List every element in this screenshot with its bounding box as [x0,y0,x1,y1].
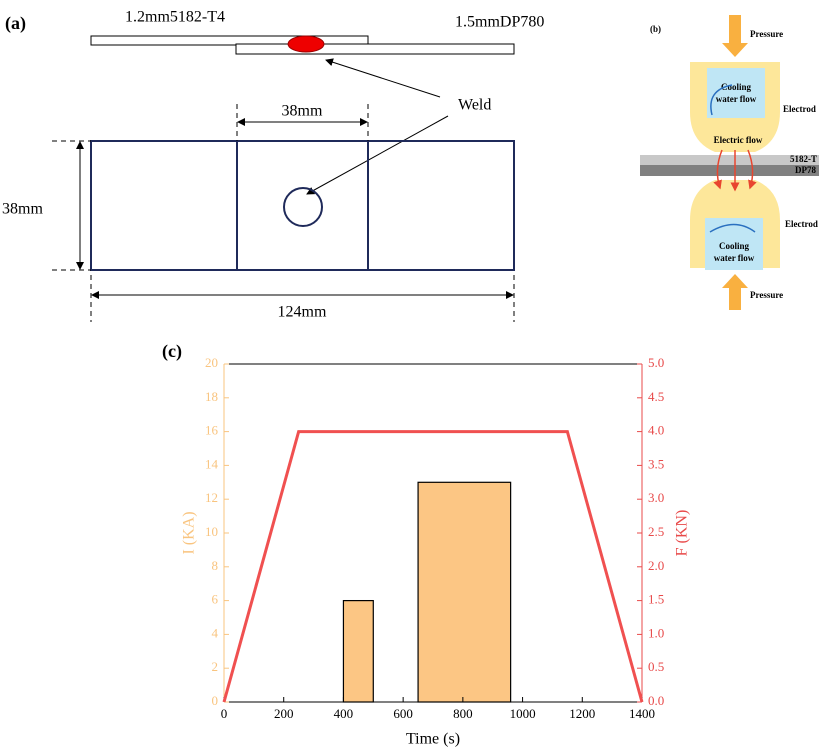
y2-tick-label: 0.5 [648,659,664,674]
electric-flow-label: Electric flow [714,135,763,145]
y-tick-label: 8 [212,558,219,573]
pressure-label: Pressure [750,29,783,39]
x-axis-label: Time (s) [406,731,460,748]
x-tick-label: 1200 [569,706,595,721]
weld-label: Weld [458,97,491,114]
diagram-b: (b) Pressure Cooling water flow Electrod… [640,15,819,310]
y2-tick-label: 3.5 [648,456,664,471]
dimension-label: 38mm [282,103,323,120]
y-tick-label: 0 [212,693,219,708]
panel-label: (b) [650,24,661,34]
y-tick-label: 12 [205,490,218,505]
y-tick-label: 6 [212,592,219,607]
dimension-label: 124mm [278,304,327,321]
diagram-a: (a) 1.2mm5182-T4 1.5mmDP780 Weld 38mm 38… [2,9,544,322]
weld-spot [284,188,322,226]
y2-tick-label: 3.0 [648,490,664,505]
pressure-arrow [722,15,748,57]
bottom-sheet [236,44,514,54]
y2-axis-label: F (KN) [674,510,691,557]
x-tick-label: 200 [274,706,294,721]
electrode-label: Electrod [785,219,818,229]
sheet [640,165,819,176]
y-tick-label: 14 [205,456,219,471]
cooling-label: water flow [714,253,755,263]
dimension-label: 38mm [2,201,43,218]
y2-tick-label: 2.0 [648,558,664,573]
x-tick-label: 1000 [510,706,536,721]
figure: (a) 1.2mm5182-T4 1.5mmDP780 Weld 38mm 38… [0,0,819,752]
y-tick-label: 4 [212,625,219,640]
cooling-label: Cooling [719,241,750,251]
electrode-label: Electrod [783,104,816,114]
sheet-label: 1.2mm5182-T4 [125,9,225,26]
cooling-label: water flow [716,94,757,104]
x-tick-label: 800 [453,706,473,721]
sheet-label: DP78 [795,165,816,175]
y2-tick-label: 1.0 [648,625,664,640]
y2-tick-label: 5.0 [648,355,664,370]
y2-tick-label: 4.0 [648,423,664,438]
weld-nugget [288,36,324,52]
pressure-label: Pressure [750,290,783,300]
x-tick-label: 0 [221,706,228,721]
x-tick-label: 1400 [629,706,655,721]
y2-tick-label: 2.5 [648,524,664,539]
arrow [326,60,440,97]
dimension-guides [52,104,514,322]
y-axis-label: I (KA) [181,511,198,554]
x-tick-label: 400 [334,706,354,721]
panel-label: (a) [5,13,26,34]
panel-label: (c) [162,341,182,362]
y2-tick-label: 1.5 [648,592,664,607]
chart-c: (c) 0 200 400 600 800 1000 1200 1400 0 2 4 6 8 10 12 14… [162,341,691,748]
pressure-arrow [722,274,748,310]
x-tick-label: 600 [393,706,413,721]
y-tick-label: 10 [205,524,218,539]
bar [418,482,511,702]
y-tick-label: 18 [205,389,218,404]
y-tick-label: 2 [212,659,219,674]
sheet-label: 1.5mmDP780 [455,14,544,31]
specimen [91,141,514,270]
y2-tick-label: 4.5 [648,389,664,404]
page: (a) 1.2mm5182-T4 1.5mmDP780 Weld 38mm 38… [0,0,819,752]
bar [343,601,373,702]
y-tick-label: 20 [205,355,218,370]
y2-tick-label: 0.0 [648,693,664,708]
y-tick-label: 16 [205,423,219,438]
sheet-label: 5182-T [790,154,817,164]
arrow [307,116,448,194]
